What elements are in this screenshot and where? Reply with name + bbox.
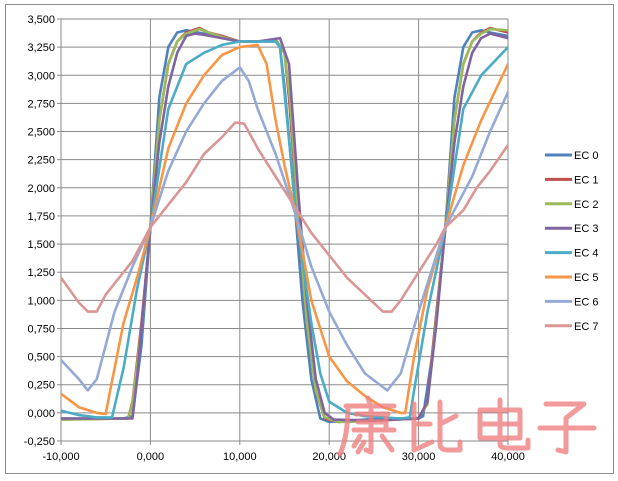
y-tick-label: 1,750 <box>27 211 55 223</box>
watermark-glyph <box>411 399 463 453</box>
y-tick-label: 1,250 <box>27 267 55 279</box>
y-tick-label: 3,500 <box>27 14 55 26</box>
x-tick-label: 10,000 <box>223 451 257 463</box>
watermark-logo <box>337 395 597 457</box>
legend-label-ec3: EC 3 <box>574 223 598 235</box>
series-line-ec3 <box>61 32 508 423</box>
x-tick-label: 30,000 <box>402 451 436 463</box>
y-tick-label: 1,500 <box>27 239 55 251</box>
y-tick-label: 3,250 <box>27 42 55 54</box>
y-tick-label: 2,750 <box>27 98 55 110</box>
y-tick-label: 1,000 <box>27 295 55 307</box>
series-line-ec2 <box>61 27 508 424</box>
series-group <box>61 26 508 424</box>
legend-label-ec4: EC 4 <box>574 248 598 260</box>
y-tick-label: 0,250 <box>27 380 55 392</box>
y-tick-label: 0,000 <box>27 408 55 420</box>
watermark-glyph <box>477 397 531 451</box>
series-line-ec5 <box>61 43 508 416</box>
y-tick-label: 0,750 <box>27 323 55 335</box>
y-tick-label: 2,250 <box>27 155 55 167</box>
series-line-ec4 <box>61 40 508 420</box>
legend-label-ec2: EC 2 <box>574 199 598 211</box>
x-tick-label: 0,000 <box>137 451 165 463</box>
y-tick-label: -0,250 <box>24 436 55 448</box>
x-tick-label: -10,000 <box>42 451 79 463</box>
legend-label-ec6: EC 6 <box>574 296 598 308</box>
legend-label-ec5: EC 5 <box>574 272 598 284</box>
y-tick-label: 0,500 <box>27 352 55 364</box>
y-tick-label: 2,000 <box>27 183 55 195</box>
series-line-ec6 <box>61 66 508 392</box>
legend-label-ec7: EC 7 <box>574 321 598 333</box>
watermark-glyph <box>337 395 397 457</box>
x-tick-label: 40,000 <box>491 451 525 463</box>
y-tick-label: 3,000 <box>27 70 55 82</box>
series-line-ec7 <box>61 121 508 313</box>
y-tick-label: 2,500 <box>27 127 55 139</box>
legend-label-ec1: EC 1 <box>574 174 598 186</box>
chart-frame <box>5 4 614 474</box>
watermark-glyph <box>537 401 597 455</box>
legend-label-ec0: EC 0 <box>574 150 598 162</box>
